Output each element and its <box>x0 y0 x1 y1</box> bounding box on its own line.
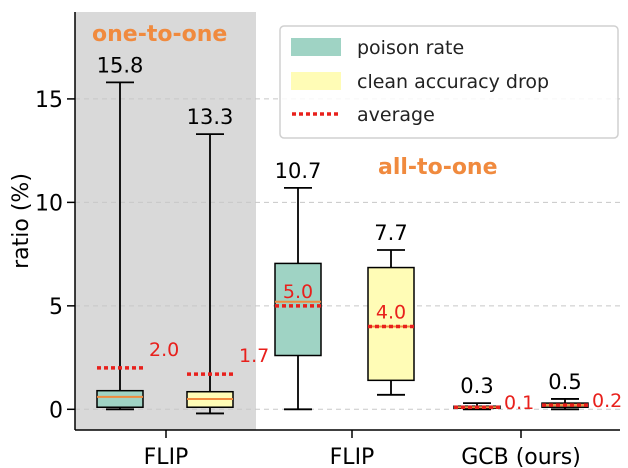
axes: 0 5 10 15 FLIP FLIP GCB (ours) <box>35 12 620 468</box>
x-tick-label: FLIP <box>144 445 189 468</box>
box-poison <box>96 389 144 408</box>
y-tick-label: 0 <box>49 398 63 423</box>
mean-value-label: 0.2 <box>592 390 622 412</box>
mean-value-label: 4.0 <box>376 302 406 324</box>
boxes <box>96 81 589 415</box>
box-clean <box>367 266 415 382</box>
y-axis-label: ratio (%) <box>9 173 34 269</box>
legend-label-poison: poison rate <box>357 37 464 59</box>
legend-label-clean: clean accuracy drop <box>357 71 549 93</box>
x-tick-label: GCB (ours) <box>461 445 581 468</box>
y-tick-label: 10 <box>35 191 63 216</box>
max-value-label: 15.8 <box>97 53 144 77</box>
group-label-all-to-one: all-to-one <box>378 155 498 180</box>
legend-frame <box>279 25 619 139</box>
max-value-label: 0.3 <box>460 374 493 398</box>
y-tick-label: 5 <box>49 295 63 320</box>
max-value-label: 7.7 <box>374 221 407 245</box>
max-value-label: 10.7 <box>275 159 322 183</box>
group-label-one-to-one: one-to-one <box>92 22 227 47</box>
box-poison <box>274 262 322 357</box>
legend-swatch-poison <box>291 38 341 56</box>
y-tick-label: 15 <box>35 88 63 113</box>
legend-label-average: average <box>357 104 435 126</box>
mean-value-label: 2.0 <box>149 339 179 361</box>
mean-value-label: 5.0 <box>283 281 313 303</box>
max-value-label: 0.5 <box>548 370 581 394</box>
x-tick-label: FLIP <box>330 445 375 468</box>
labels: 15.8 2.0 13.3 1.7 10.7 5.0 7.7 4.0 0.3 0.1 0.5 0.2 <box>97 53 623 414</box>
mean-value-label: 0.1 <box>504 392 534 414</box>
legend: poison rate clean accuracy drop average <box>279 25 619 139</box>
max-value-label: 13.3 <box>187 105 234 129</box>
mean-value-label: 1.7 <box>239 345 269 367</box>
legend-swatch-clean <box>291 72 341 90</box>
group-shade <box>75 12 256 430</box>
